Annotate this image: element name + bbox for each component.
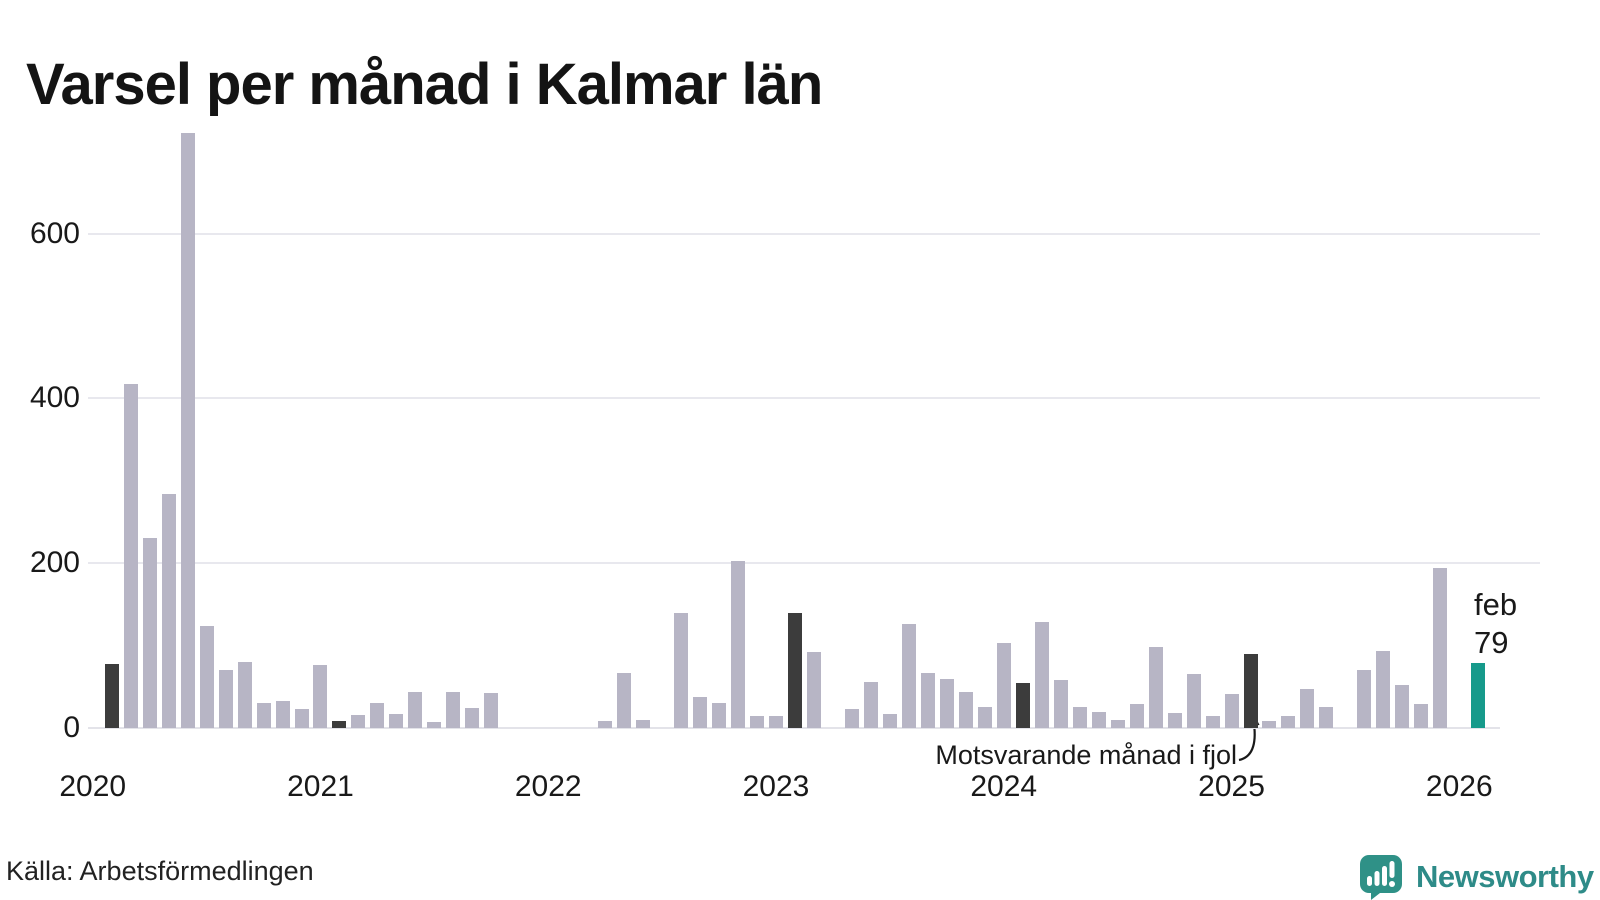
page-title: Varsel per månad i Kalmar län bbox=[26, 51, 823, 117]
x-axis-tick-2025: 2025 bbox=[1198, 770, 1265, 803]
x-axis-tick-2023: 2023 bbox=[742, 770, 810, 803]
bar-2021-04 bbox=[370, 703, 385, 728]
gridline-y-0 bbox=[88, 727, 1500, 729]
bar-2024-01 bbox=[996, 643, 1011, 728]
bar-2021-03 bbox=[351, 714, 366, 728]
gridline-y-200 bbox=[88, 562, 1540, 565]
bar-2020-02 bbox=[104, 663, 119, 728]
bar-2026-02 bbox=[1471, 662, 1486, 728]
bar-2025-10 bbox=[1395, 685, 1410, 728]
x-axis-tick-2022: 2022 bbox=[514, 770, 582, 803]
newsworthy-logo: Newsworthy bbox=[1358, 853, 1594, 900]
bar-2021-09 bbox=[465, 708, 480, 728]
bar-2023-01 bbox=[769, 715, 783, 728]
bar-2025-04 bbox=[1281, 715, 1296, 728]
current-month-value: 79 bbox=[1474, 625, 1509, 660]
newsworthy-bubble-icon bbox=[1360, 855, 1402, 900]
bar-2020-10 bbox=[256, 703, 271, 728]
y-axis-tick-0: 0 bbox=[63, 711, 80, 744]
bar-2020-12 bbox=[294, 709, 309, 728]
bar-2024-12 bbox=[1205, 715, 1220, 728]
source-caption: Källa: Arbetsförmedlingen bbox=[6, 856, 314, 886]
bar-2021-07 bbox=[427, 722, 442, 728]
bar-2024-06 bbox=[1091, 712, 1106, 728]
y-axis-tick-400: 400 bbox=[29, 381, 80, 415]
x-axis-tick-2021: 2021 bbox=[287, 770, 354, 803]
bar-2023-10 bbox=[939, 679, 954, 728]
bar-2023-02 bbox=[787, 613, 802, 728]
bar-2020-09 bbox=[237, 662, 252, 728]
bar-2020-11 bbox=[275, 700, 290, 728]
bar-2022-09 bbox=[693, 696, 708, 728]
bar-2023-05 bbox=[844, 709, 859, 728]
bar-2025-03 bbox=[1262, 721, 1277, 728]
bar-2023-06 bbox=[863, 681, 878, 728]
bar-2021-05 bbox=[389, 713, 404, 728]
x-axis-tick-2024: 2024 bbox=[970, 770, 1038, 803]
bar-2020-08 bbox=[218, 670, 233, 728]
bar-2025-01 bbox=[1224, 694, 1239, 728]
bar-2022-08 bbox=[674, 612, 689, 728]
bar-2022-12 bbox=[750, 715, 765, 728]
bar-2022-04 bbox=[598, 721, 613, 728]
bar-2020-04 bbox=[142, 538, 157, 728]
bar-2024-03 bbox=[1034, 621, 1049, 728]
bar-2022-10 bbox=[712, 703, 727, 728]
x-axis-tick-2020: 2020 bbox=[59, 770, 127, 803]
bar-2025-08 bbox=[1357, 670, 1372, 728]
bar-2024-02 bbox=[1015, 682, 1030, 728]
bar-2022-05 bbox=[617, 672, 632, 728]
bar-2025-02 bbox=[1243, 653, 1258, 728]
bar-2021-06 bbox=[408, 691, 423, 728]
newsworthy-wordmark: Newsworthy bbox=[1416, 858, 1594, 894]
bar-2023-07 bbox=[882, 713, 897, 728]
bar-2025-05 bbox=[1300, 689, 1315, 728]
y-axis-tick-200: 200 bbox=[29, 546, 80, 580]
gridline-y-400 bbox=[88, 397, 1540, 400]
bar-2023-12 bbox=[977, 706, 992, 728]
bar-2021-01 bbox=[313, 664, 328, 728]
bar-2024-10 bbox=[1167, 713, 1182, 728]
x-axis-tick-2026: 2026 bbox=[1425, 770, 1493, 803]
bar-2024-04 bbox=[1053, 680, 1068, 728]
bar-2023-03 bbox=[806, 652, 821, 728]
bar-2024-08 bbox=[1129, 704, 1144, 728]
bar-2025-09 bbox=[1376, 651, 1391, 728]
current-month-label: feb 79 bbox=[1474, 586, 1517, 662]
bar-2025-06 bbox=[1319, 706, 1334, 728]
bar-2024-09 bbox=[1148, 647, 1163, 728]
bar-2025-12 bbox=[1433, 568, 1448, 728]
current-month-name: feb bbox=[1474, 587, 1518, 622]
bar-2022-11 bbox=[731, 560, 746, 728]
y-axis-tick-600: 600 bbox=[29, 216, 80, 250]
bar-2024-11 bbox=[1186, 674, 1201, 728]
bar-2020-06 bbox=[180, 133, 195, 728]
bar-2021-08 bbox=[446, 691, 461, 728]
bar-2023-11 bbox=[958, 691, 973, 728]
bar-2021-10 bbox=[484, 692, 499, 728]
bar-2024-05 bbox=[1072, 706, 1087, 728]
bar-2023-08 bbox=[901, 624, 916, 728]
bar-2024-07 bbox=[1110, 719, 1125, 728]
bar-2025-11 bbox=[1414, 704, 1429, 728]
bar-2020-03 bbox=[123, 384, 138, 728]
bar-2020-05 bbox=[161, 493, 176, 728]
bar-2020-07 bbox=[199, 625, 214, 728]
bar-2021-02 bbox=[332, 720, 347, 728]
bar-2023-09 bbox=[920, 672, 935, 728]
bar-2022-06 bbox=[636, 719, 651, 728]
annotation-label: Motsvarande månad i fjol bbox=[935, 740, 1237, 770]
gridline-y-600 bbox=[88, 232, 1540, 235]
